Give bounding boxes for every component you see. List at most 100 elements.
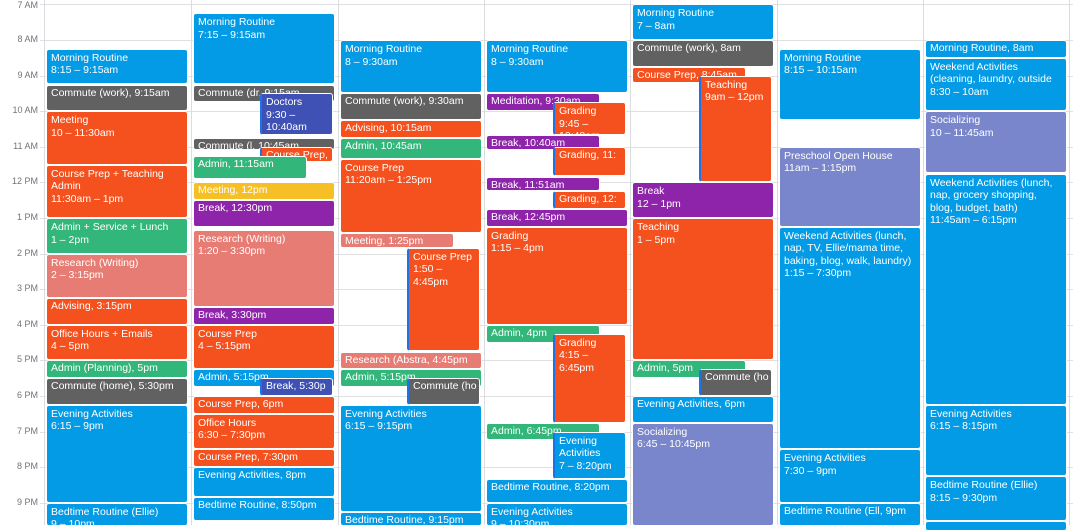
calendar-event[interactable]: Research (Writing) 1:20 – 3:30pm bbox=[193, 229, 335, 307]
calendar-event[interactable]: Evening Activities 6:15 – 9pm bbox=[46, 404, 188, 503]
calendar-event[interactable]: Admin (Planning), 5pm bbox=[46, 360, 188, 379]
event-title: Break bbox=[491, 211, 519, 224]
calendar-event[interactable]: Admin, 10:45am bbox=[340, 137, 482, 159]
calendar-event[interactable]: Office Hours + Emails 4 – 5pm bbox=[46, 324, 188, 361]
calendar-event[interactable]: Admin, 11:15am bbox=[193, 155, 307, 180]
calendar-event[interactable]: Evening Activities, 8pm bbox=[193, 467, 335, 497]
calendar-event[interactable]: Teaching 1 – 5pm bbox=[632, 218, 774, 361]
calendar-event[interactable]: Break, 11:51am bbox=[486, 177, 600, 192]
calendar-event[interactable]: Advising, 3:15pm bbox=[46, 298, 188, 325]
calendar-event[interactable]: Evening Activities 6:15 – 8:15pm bbox=[925, 404, 1067, 477]
calendar-event[interactable]: Teaching 9am – 12pm bbox=[699, 75, 772, 183]
calendar-event[interactable]: Bedtime Routine, 8:20pm bbox=[486, 479, 628, 503]
calendar-event[interactable]: Evening Activities, 6pm bbox=[632, 396, 774, 423]
calendar-event[interactable]: Break, 10:40am bbox=[486, 134, 600, 150]
calendar-event[interactable]: Bedtime Routine, 8:50pm bbox=[193, 496, 335, 521]
calendar-event[interactable]: Evening Activities 6:15 – 9:15pm bbox=[340, 404, 482, 512]
event-title: Doctors bbox=[266, 96, 303, 109]
event-title: Evening Activities bbox=[198, 469, 280, 482]
event-time: 9:15am bbox=[134, 86, 170, 99]
event-time: 10:15am bbox=[390, 122, 432, 135]
calendar-event[interactable]: Course Prep, 6pm bbox=[193, 396, 335, 414]
calendar-event[interactable]: Commute (work), 9:30am bbox=[340, 93, 482, 121]
calendar-event[interactable]: Course Prep + Teaching Admin 11:30am – 1p… bbox=[46, 164, 188, 218]
event-time: 1:15 – 7:30pm bbox=[784, 267, 852, 280]
calendar-event[interactable]: Grading, 12: bbox=[553, 191, 626, 210]
calendar-event[interactable]: Grading, 11: bbox=[553, 146, 626, 177]
calendar-event[interactable]: Morning Routine 7:15 – 9:15am bbox=[193, 13, 335, 85]
calendar-event[interactable]: Break, 12:45pm bbox=[486, 209, 628, 227]
calendar-event[interactable]: Office Hours 6:30 – 7:30pm bbox=[193, 413, 335, 450]
calendar-event[interactable]: Commute (home), 5:30pm bbox=[46, 378, 188, 405]
event-title: Grading bbox=[491, 229, 529, 242]
event-time: 9:30 – 10:40am bbox=[266, 108, 307, 134]
event-title: Commute (work) bbox=[51, 86, 129, 99]
calendar-event[interactable]: Evening Activities 9 – 10:30pm bbox=[486, 502, 628, 526]
hour-label: 4 PM bbox=[16, 318, 38, 329]
calendar-event[interactable]: Commute (work), 8am bbox=[632, 40, 774, 67]
event-title: Course Prep bbox=[637, 68, 696, 81]
calendar-event[interactable]: Commute (ho bbox=[407, 378, 480, 405]
calendar-event[interactable]: Research (Writing) 2 – 3:15pm bbox=[46, 253, 188, 299]
calendar-event[interactable]: Morning Routine 7 – 8am bbox=[632, 4, 774, 40]
hour-label: 9 PM bbox=[16, 496, 38, 507]
event-title: Morning Routine bbox=[345, 43, 423, 55]
calendar-event[interactable]: Research (Abstra, 4:45pm bbox=[340, 351, 482, 370]
event-title: Admin bbox=[198, 371, 228, 384]
event-title: Admin bbox=[491, 424, 521, 437]
hour-gridline bbox=[40, 4, 1073, 6]
event-title: Admin + Service + Lunch bbox=[51, 221, 169, 233]
event-title: Preschool Open House bbox=[784, 149, 893, 162]
calendar-event[interactable]: Grading 4:15 – 6:45pm bbox=[553, 333, 626, 423]
calendar-event[interactable]: Morning Routine 8 – 9:30am bbox=[486, 40, 628, 94]
calendar-event[interactable]: Meeting, 12pm bbox=[193, 182, 335, 201]
calendar-event[interactable]: Commute (ho bbox=[699, 369, 772, 396]
event-title: Bedtime Routine (Ellie) bbox=[930, 479, 1038, 492]
event-title: Evening Activities bbox=[637, 398, 719, 410]
calendar-event[interactable]: Morning Routine 8:15 – 9:15am bbox=[46, 48, 188, 85]
event-title: Evening Activities bbox=[345, 407, 427, 420]
calendar-event[interactable]: Evening Activities 7 – 8:20pm bbox=[553, 431, 626, 480]
event-title: Socializing bbox=[930, 114, 981, 127]
calendar-event[interactable]: Break, 5:30p bbox=[260, 378, 333, 396]
event-title: Course Prep bbox=[345, 161, 404, 174]
calendar-event[interactable]: Socializing 10 – 11:45am bbox=[925, 111, 1067, 174]
calendar-event[interactable]: Admin + Service + Lunch 1 – 2pm bbox=[46, 218, 188, 254]
calendar-event[interactable]: Bedtime Routine (Ell, 9pm bbox=[779, 502, 921, 526]
calendar-event[interactable]: Break 12 – 1pm bbox=[632, 182, 774, 218]
calendar-event[interactable]: Weekend Activities (lunch, nap, TV, Elli… bbox=[779, 226, 921, 450]
calendar-event[interactable]: Morning Routine 8:15 – 10:15am bbox=[779, 48, 921, 121]
calendar-event[interactable]: Morning Routine 8 – 9:30am bbox=[340, 40, 482, 94]
calendar-event[interactable]: Break, 12:30pm bbox=[193, 200, 335, 227]
calendar-event[interactable]: Bedtime Routine (Ellie) 8:15 – 9:30pm bbox=[925, 476, 1067, 521]
calendar-event[interactable]: Bedtime Routine, 9:15pm bbox=[340, 511, 482, 526]
calendar-event[interactable]: Doctors 9:30 – 10:40am bbox=[260, 93, 333, 135]
event-time: 12:45pm bbox=[524, 211, 566, 224]
calendar-event[interactable]: Course Prep, 7:30pm bbox=[193, 449, 335, 468]
calendar-event[interactable]: Weekend Activities (lunch, nap, grocery … bbox=[925, 173, 1067, 405]
calendar-event[interactable]: Meeting, 1:25pm bbox=[340, 232, 454, 248]
calendar-event[interactable]: Weekend Activities (cleaning, laundry, o… bbox=[925, 57, 1067, 112]
event-title: Advising bbox=[51, 300, 91, 313]
calendar-event[interactable]: Evening Activities 7:30 – 9pm bbox=[779, 449, 921, 503]
calendar-event[interactable]: Advising, 10:15am bbox=[340, 120, 482, 138]
event-time: 11:30am – 1pm bbox=[51, 192, 124, 205]
calendar-event[interactable]: Course Prep 11:20am – 1:25pm bbox=[340, 158, 482, 233]
event-title: Grading bbox=[559, 193, 597, 206]
calendar-event[interactable]: Course Prep 4 – 5:15pm bbox=[193, 324, 335, 370]
calendar-event[interactable]: Bedtime Routine (Ellie) 9 – 10pm bbox=[46, 502, 188, 526]
calendar-event[interactable]: Break, 3:30pm bbox=[193, 307, 335, 325]
calendar-event[interactable] bbox=[925, 520, 1067, 531]
event-time: 2 – 3:15pm bbox=[51, 269, 104, 282]
calendar-event[interactable]: Morning Routine, 8am bbox=[925, 40, 1067, 58]
calendar-event[interactable]: Course Prep 1:50 – 4:45pm bbox=[407, 247, 480, 352]
event-time: 11: bbox=[602, 148, 617, 161]
calendar-event[interactable]: Meeting 10 – 11:30am bbox=[46, 111, 188, 165]
event-time: 3:15pm bbox=[96, 300, 132, 313]
day-column-divider bbox=[484, 0, 485, 525]
calendar-event[interactable]: Socializing 6:45 – 10:45pm bbox=[632, 422, 774, 526]
calendar-event[interactable]: Commute (work), 9:15am bbox=[46, 84, 188, 112]
calendar-event[interactable]: Preschool Open House 11am – 1:15pm bbox=[779, 146, 921, 227]
calendar-event[interactable]: Grading 1:15 – 4pm bbox=[486, 226, 628, 325]
